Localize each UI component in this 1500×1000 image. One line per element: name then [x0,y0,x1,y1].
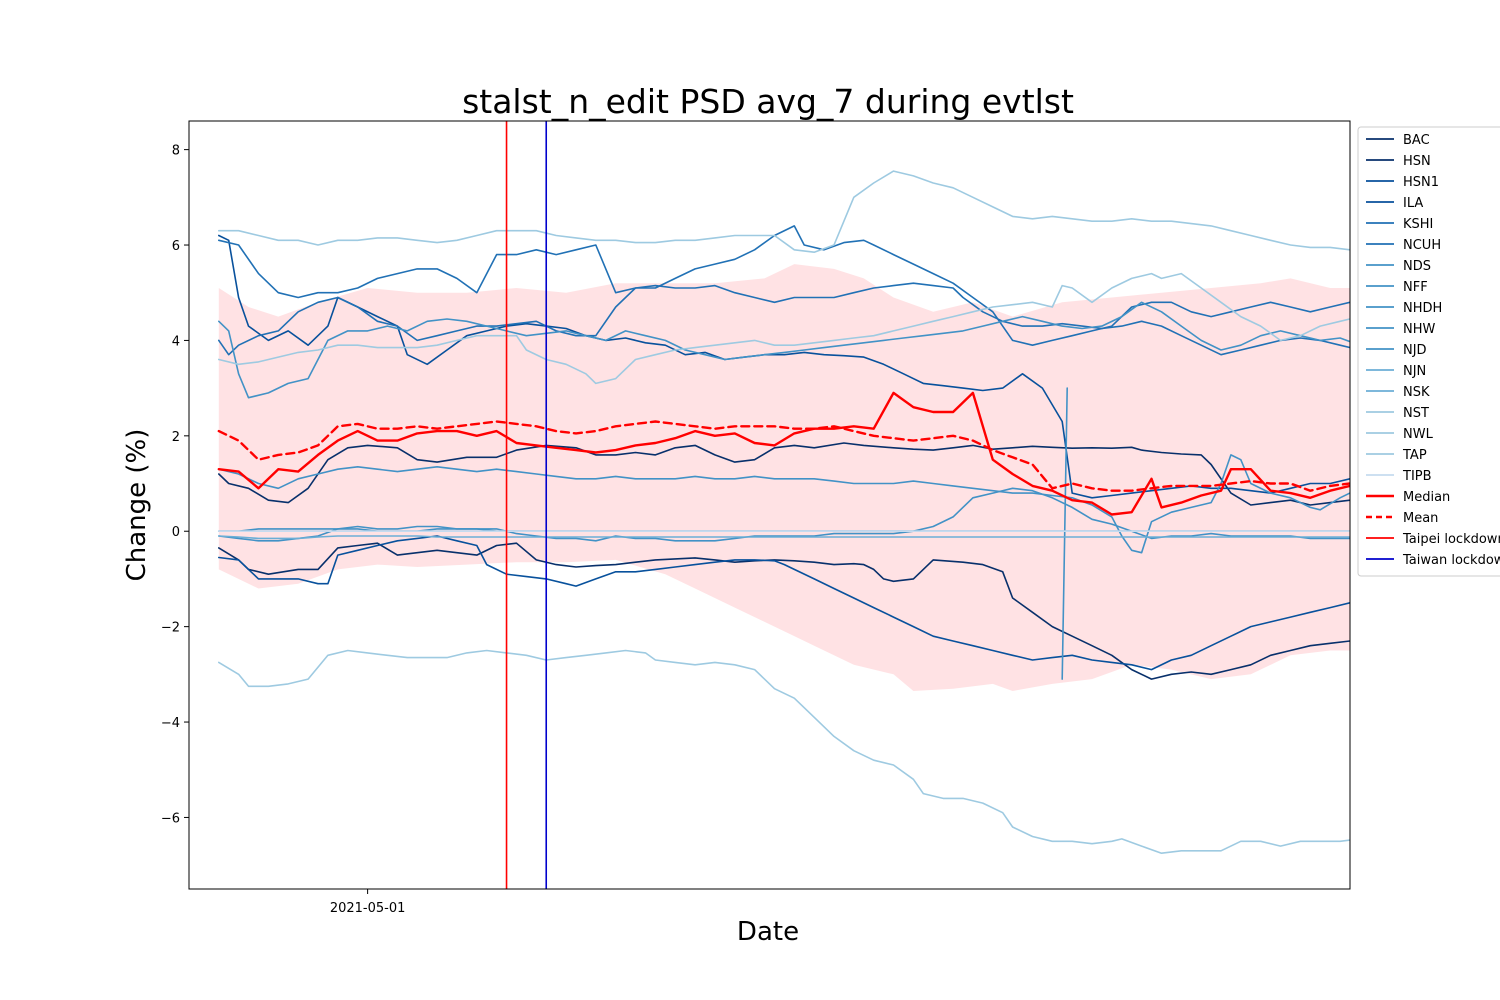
legend-label: HSN [1403,154,1431,169]
legend: BAC HSN HSN1 ILA KSHI NCUH NDS NFF NHDH NHW NJD NJN… [1357,126,1500,577]
legend-label: Taipei lockdown [1402,532,1500,547]
legend-label: NHW [1403,322,1436,337]
x-axis-title: Date [737,917,799,947]
series-nff [218,301,1350,399]
legend-label: NWL [1403,427,1434,442]
legend-label: Mean [1403,511,1438,526]
legend-label: NDS [1403,259,1431,274]
legend-label: NCUH [1403,238,1441,253]
legend-box [1357,126,1500,577]
legend-label: TIPB [1402,469,1432,484]
legend-label: KSHI [1403,217,1433,232]
legend-label: NST [1403,406,1429,421]
y-tick-label: 6 [172,239,180,254]
series-median [217,391,1350,516]
plot-area [217,121,1350,889]
legend-label: HSN1 [1403,175,1439,190]
axes: −6 −4 −2 0 2 4 6 8 2021-05-01 [161,144,406,916]
legend-label: NHDH [1403,301,1442,316]
y-tick-label: 2 [172,430,180,445]
series-tap [218,649,1350,854]
series-ila [218,234,1350,499]
series-hsn1 [218,535,1350,671]
y-tick-label: 0 [172,525,180,540]
y-tick-label: 8 [172,144,180,159]
legend-label: NJD [1403,343,1427,358]
legend-label: NJN [1403,364,1426,379]
legend-label: Median [1403,490,1450,505]
y-axis-title: Change (%) [122,429,152,582]
range-band [218,264,1350,691]
series-njn [218,535,1350,540]
y-tick-label: −6 [161,811,180,826]
legend-label: NSK [1403,385,1430,400]
legend-label: NFF [1403,280,1428,295]
series-nds [218,487,1350,542]
series-nst [218,272,1350,385]
series-mean [217,420,1350,492]
legend-label: Taiwan lockdown [1402,553,1500,568]
chart-title: stalst_n_edit PSD avg_7 during evtlst [462,82,1074,121]
legend-label: BAC [1403,133,1430,148]
y-tick-label: −4 [161,716,180,731]
series-ncuh [218,282,1350,356]
series-nhdh [218,454,1350,554]
series-njd [1061,387,1068,680]
plot-frame [188,120,1351,890]
y-tick-label: −2 [161,621,180,636]
legend-label: ILA [1403,196,1423,211]
x-tick-label: 2021-05-01 [330,901,406,916]
series-nwl [218,170,1350,253]
series-hsn [218,542,1350,680]
y-tick-label: 4 [172,334,180,349]
legend-label: TAP [1402,448,1427,463]
series-kshi [218,225,1350,346]
